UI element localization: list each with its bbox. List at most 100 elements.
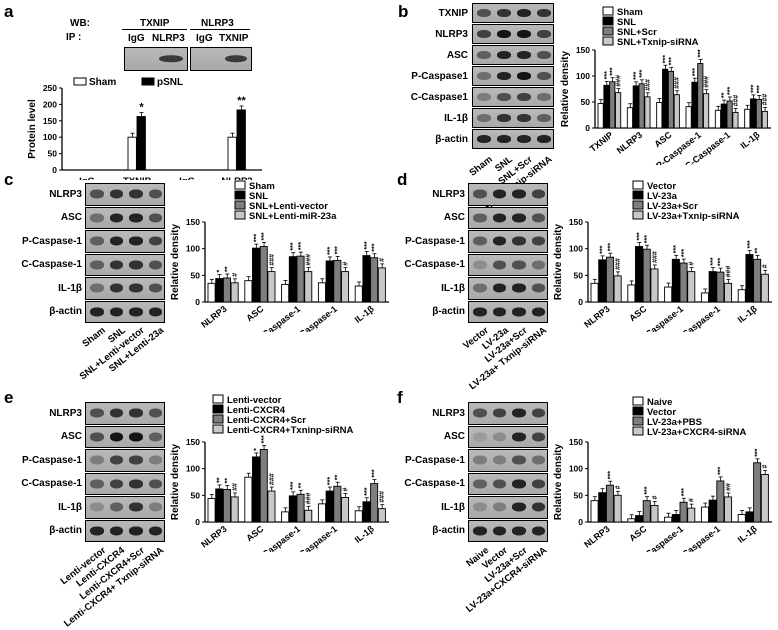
significance-mark: * — [139, 102, 144, 114]
panel-f-blot-0 — [468, 402, 548, 425]
blot-band — [129, 213, 143, 223]
blot-band — [477, 114, 491, 122]
blot-band — [148, 189, 162, 199]
blot-band — [517, 114, 531, 122]
significance-mark: *** — [335, 246, 342, 254]
panel-b-blot-1 — [472, 24, 554, 44]
significance-mark: *** — [673, 245, 680, 253]
blot-band — [492, 189, 506, 199]
category-label: ASC — [627, 303, 649, 323]
panel-a-label: a — [4, 2, 14, 21]
legend-swatch — [212, 424, 224, 434]
significance-mark: ### — [379, 491, 386, 503]
blot-band — [531, 455, 545, 465]
significance-mark: * — [217, 270, 224, 273]
y-tick-label: 150 — [576, 45, 590, 55]
legend-swatch — [212, 404, 224, 414]
panel-e-blot-5 — [85, 519, 165, 542]
bar — [317, 503, 326, 523]
bar — [679, 501, 688, 523]
panel-a-chart: 0 50 100 150 200 250 Protein level IgG * TXNIP IgG… — [27, 77, 262, 180]
panel-e-row-label: ASC — [60, 431, 82, 443]
blot-band — [512, 260, 526, 270]
legend-swatch — [234, 210, 246, 220]
blot-band — [492, 283, 506, 293]
bar — [609, 81, 616, 129]
blot-band — [537, 30, 551, 38]
bar — [259, 246, 268, 303]
legend-label: Lenti-vector — [227, 395, 282, 406]
blot-band — [492, 307, 506, 317]
legend-swatch — [234, 190, 246, 200]
significance-mark: *** — [290, 481, 297, 489]
blot-band — [109, 307, 123, 317]
significance-mark: *** — [633, 71, 640, 79]
bar — [697, 63, 704, 129]
significance-mark: *** — [600, 245, 607, 253]
significance-mark: *** — [754, 448, 761, 456]
panel-f-row-label: C-Caspase-1 — [404, 478, 465, 490]
bar — [252, 456, 261, 523]
blot-band — [90, 213, 104, 223]
panel-b-blot-0 — [472, 3, 554, 23]
bar — [605, 256, 614, 303]
bar — [671, 514, 680, 523]
panel-a-blot-2 — [190, 47, 252, 71]
legend-label: pSNL — [157, 77, 183, 88]
blot-band — [109, 408, 123, 418]
blot-band — [492, 502, 506, 512]
wb-underline-1 — [122, 29, 187, 30]
blot-band — [129, 236, 143, 246]
bar — [627, 284, 636, 303]
legend-label: LV-23a+Txnip-siRNA — [647, 211, 740, 222]
panel-e-label: e — [4, 388, 14, 407]
blot-band — [537, 9, 551, 17]
ip-lane-4: TXNIP — [219, 33, 249, 44]
significance-mark: ** — [298, 483, 305, 489]
blot-band — [512, 432, 526, 442]
blot-band — [497, 93, 511, 101]
legend-label: SNL+Scr — [617, 27, 657, 38]
blot-band — [109, 432, 123, 442]
blot-band — [492, 213, 506, 223]
significance-mark: *** — [662, 55, 669, 63]
panel-e-row-label: IL-1β — [58, 501, 82, 513]
blot-band — [517, 72, 531, 80]
significance-mark: ### — [733, 95, 740, 107]
panel-c-label: c — [4, 170, 14, 189]
bar — [377, 508, 386, 523]
blot-band — [473, 236, 487, 246]
panel-e-blot-0 — [85, 402, 165, 425]
y-axis-label: Relative density — [560, 50, 571, 127]
significance-mark: *** — [668, 57, 675, 65]
bar — [656, 102, 663, 129]
panel-f-blot-3 — [468, 472, 548, 495]
significance-mark: ** — [335, 475, 342, 481]
category-label: NLRP3 — [221, 176, 252, 180]
legend-swatch — [632, 426, 644, 436]
blot-band — [148, 526, 162, 536]
bar — [761, 110, 768, 129]
significance-mark: ** — [224, 478, 231, 484]
blot-band — [512, 189, 526, 199]
legend-label: Lenti-CXCR4 — [227, 405, 286, 416]
significance-mark: *** — [698, 49, 705, 57]
blot-band — [109, 213, 123, 223]
panel-b-label: b — [398, 2, 409, 21]
blot-band — [90, 479, 104, 489]
category-label: ASC — [244, 523, 266, 543]
significance-mark: ### — [703, 76, 710, 88]
wb-group-nlrp3: NLRP3 — [201, 18, 234, 29]
category-label: IL-1β — [738, 129, 761, 150]
blot-band — [531, 432, 545, 442]
category-label: IL-1β — [736, 303, 759, 324]
significance-mark: *** — [718, 466, 725, 474]
bar — [605, 484, 614, 523]
bar — [207, 498, 216, 523]
bar — [635, 515, 644, 523]
category-label: TXNIP — [123, 176, 152, 180]
panel-d-blot-3 — [468, 253, 548, 276]
blot-band — [492, 526, 506, 536]
bar — [724, 282, 733, 303]
bar — [745, 511, 754, 523]
